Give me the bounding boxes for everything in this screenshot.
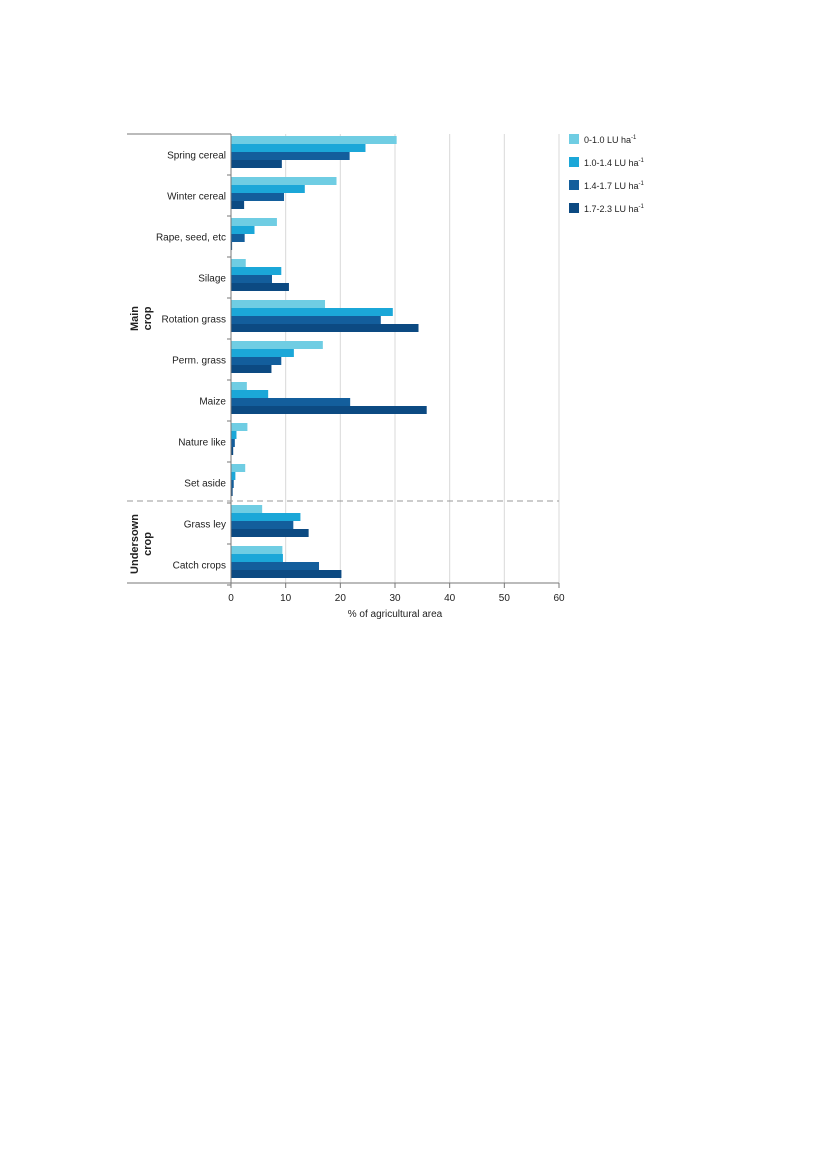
category-label: Spring cereal — [167, 151, 226, 162]
bar-spring-cereal-series-3 — [231, 152, 350, 160]
x-axis-title: % of agricultural area — [348, 609, 443, 620]
legend-swatch — [569, 203, 579, 213]
x-tick-label: 20 — [335, 593, 347, 604]
category-label: Perm. grass — [172, 356, 226, 367]
category-label: Rape, seed, etc — [156, 233, 226, 244]
bar-grass-ley-series-1 — [231, 505, 263, 513]
legend-swatch — [569, 157, 579, 167]
bar-catch-crops-series-3 — [231, 562, 320, 570]
bar-winter-cereal-series-3 — [231, 193, 285, 201]
bar-catch-crops-series-2 — [231, 554, 283, 562]
bar-rape-seed-etc-series-2 — [231, 226, 255, 234]
axes — [127, 133, 559, 584]
category-label: Catch crops — [173, 561, 226, 572]
grid-lines — [227, 134, 560, 588]
bar-spring-cereal-series-1 — [231, 136, 397, 144]
category-label: Maize — [199, 397, 226, 408]
bar-perm-grass-series-2 — [231, 349, 294, 357]
category-label: Winter cereal — [167, 192, 226, 203]
bar-silage-series-2 — [231, 267, 282, 275]
bar-maize-series-3 — [231, 398, 351, 406]
category-label: Grass ley — [184, 520, 226, 531]
bar-maize-series-2 — [231, 390, 269, 398]
group-label: Undersowncrop — [129, 514, 154, 574]
bar-perm-grass-series-3 — [231, 357, 282, 365]
bar-nature-like-series-2 — [231, 431, 237, 439]
bar-winter-cereal-series-1 — [231, 177, 337, 185]
bar-rape-seed-etc-series-3 — [231, 234, 245, 242]
bar-silage-series-3 — [231, 275, 272, 283]
category-label: Rotation grass — [162, 315, 226, 326]
bar-set-aside-series-1 — [231, 464, 246, 472]
bar-rotation-grass-series-3 — [231, 316, 381, 324]
category-label: Nature like — [178, 438, 226, 449]
x-tick-label: 40 — [444, 593, 456, 604]
legend-swatch — [569, 134, 579, 144]
bar-nature-like-series-4 — [231, 447, 234, 455]
bar-spring-cereal-series-4 — [231, 160, 282, 168]
x-tick-label: 60 — [553, 593, 565, 604]
bar-catch-crops-series-4 — [231, 570, 342, 578]
bar-perm-grass-series-4 — [231, 365, 272, 373]
x-tick-label: 50 — [499, 593, 511, 604]
x-tick-label: 10 — [280, 593, 292, 604]
x-tick-label: 0 — [228, 593, 234, 604]
category-label: Set aside — [184, 479, 226, 490]
legend: 0-1.0 LU ha-1 1.0-1.4 LU ha-1 1.4-1.7 LU h… — [569, 134, 645, 214]
bar-grass-ley-series-4 — [231, 529, 309, 537]
x-tick-label: 30 — [389, 593, 401, 604]
bar-grass-ley-series-3 — [231, 521, 294, 529]
bar-maize-series-4 — [231, 406, 427, 414]
bar-catch-crops-series-1 — [231, 546, 283, 554]
legend-label: 1.4-1.7 LU ha-1 — [584, 181, 645, 191]
bar-silage-series-4 — [231, 283, 289, 291]
bar-set-aside-series-3 — [231, 480, 234, 488]
legend-label: 1.7-2.3 LU ha-1 — [584, 204, 645, 214]
category-label: Silage — [198, 274, 226, 285]
bar-rotation-grass-series-1 — [231, 300, 326, 308]
bar-set-aside-series-4 — [231, 488, 233, 496]
bar-rotation-grass-series-2 — [231, 308, 393, 316]
bar-nature-like-series-3 — [231, 439, 235, 447]
bar-grass-ley-series-2 — [231, 513, 301, 521]
legend-swatch — [569, 180, 579, 190]
bar-set-aside-series-2 — [231, 472, 236, 480]
bar-maize-series-1 — [231, 382, 247, 390]
bar-spring-cereal-series-2 — [231, 144, 366, 152]
legend-label: 0-1.0 LU ha-1 — [584, 135, 637, 145]
bar-winter-cereal-series-4 — [231, 201, 245, 209]
bar-rape-seed-etc-series-1 — [231, 218, 277, 226]
bars — [231, 136, 427, 578]
bar-winter-cereal-series-2 — [231, 185, 305, 193]
bar-nature-like-series-1 — [231, 423, 248, 431]
bar-silage-series-1 — [231, 259, 246, 267]
bar-rape-seed-etc-series-4 — [231, 242, 233, 250]
group-label: Maincrop — [129, 306, 154, 331]
bar-rotation-grass-series-4 — [231, 324, 419, 332]
bar-perm-grass-series-1 — [231, 341, 323, 349]
labels: 0 10 20 30 40 50 60 Spring cereal Winter cereal R… — [129, 151, 565, 605]
legend-label: 1.0-1.4 LU ha-1 — [584, 158, 645, 168]
